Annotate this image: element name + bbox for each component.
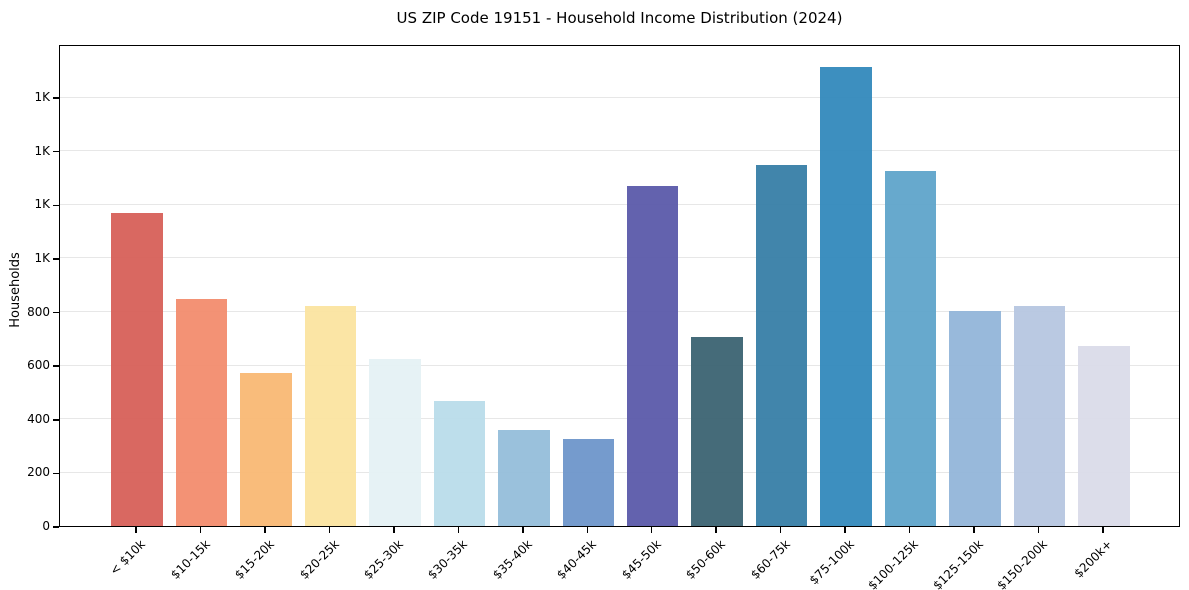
y-tick-mark bbox=[53, 97, 59, 99]
gridline bbox=[60, 311, 1179, 313]
bar bbox=[240, 372, 292, 526]
x-tick-mark bbox=[844, 527, 846, 533]
gridline bbox=[60, 364, 1179, 366]
bar bbox=[1078, 346, 1130, 526]
bar bbox=[562, 438, 615, 526]
y-tick-label: 1K bbox=[34, 143, 50, 158]
y-tick-mark bbox=[53, 526, 59, 528]
bar bbox=[626, 186, 679, 526]
bars-layer bbox=[60, 46, 1179, 526]
bar bbox=[1013, 306, 1066, 526]
y-tick-label: 200 bbox=[27, 465, 50, 480]
bar bbox=[304, 305, 357, 526]
x-tick-mark bbox=[973, 527, 975, 533]
bar bbox=[498, 429, 550, 526]
y-tick-mark bbox=[53, 311, 59, 314]
x-tick-label: < $10k bbox=[107, 537, 149, 578]
x-tick-mark bbox=[199, 527, 202, 533]
x-tick-mark bbox=[135, 527, 137, 533]
gridline bbox=[60, 471, 1179, 473]
y-tick-label: 600 bbox=[27, 358, 50, 373]
bar bbox=[111, 213, 163, 526]
bar bbox=[175, 298, 228, 526]
x-tick-mark bbox=[650, 527, 653, 533]
plot-area bbox=[59, 45, 1180, 527]
y-tick-label: 400 bbox=[27, 411, 50, 426]
x-tick-mark bbox=[908, 527, 911, 533]
bar bbox=[755, 164, 808, 526]
y-tick-label: 1K bbox=[34, 197, 50, 212]
chart-title: US ZIP Code 19151 - Household Income Dis… bbox=[396, 9, 843, 27]
y-tick-mark bbox=[53, 365, 59, 367]
x-tick-mark bbox=[328, 527, 331, 533]
x-tick-mark bbox=[779, 527, 782, 533]
x-tick-mark bbox=[522, 527, 524, 533]
x-tick-mark bbox=[586, 527, 589, 533]
y-tick-mark bbox=[53, 150, 59, 153]
bar bbox=[369, 359, 421, 526]
y-tick-label: 800 bbox=[27, 304, 50, 319]
x-tick-mark bbox=[457, 527, 460, 533]
bar bbox=[884, 170, 937, 526]
bar bbox=[691, 337, 743, 526]
y-tick-label: 0 bbox=[42, 519, 50, 533]
gridline bbox=[60, 257, 1179, 259]
y-tick-mark bbox=[53, 204, 59, 207]
x-tick-mark bbox=[1037, 527, 1040, 533]
gridline bbox=[60, 150, 1179, 152]
y-tick-mark bbox=[53, 258, 59, 260]
bar bbox=[949, 310, 1001, 526]
y-tick-label: 1K bbox=[34, 250, 50, 265]
y-tick-mark bbox=[53, 419, 59, 421]
bar bbox=[820, 67, 872, 526]
gridline bbox=[60, 418, 1179, 420]
gridlines-layer bbox=[60, 46, 1179, 526]
x-tick-mark bbox=[393, 527, 395, 533]
gridline bbox=[60, 96, 1179, 98]
gridline bbox=[60, 203, 1179, 205]
x-tick-mark bbox=[715, 527, 717, 533]
x-tick-mark bbox=[1102, 527, 1104, 533]
x-tick-mark bbox=[264, 527, 266, 533]
bar bbox=[433, 401, 486, 526]
y-tick-mark bbox=[53, 472, 59, 475]
y-tick-label: 1K bbox=[34, 90, 50, 105]
